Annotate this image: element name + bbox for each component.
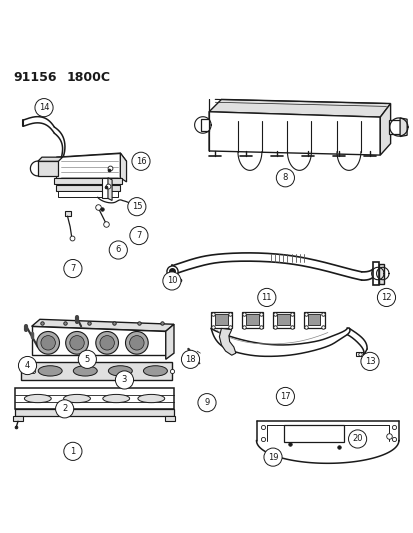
Polygon shape [303,312,324,328]
Text: 8: 8 [282,173,287,182]
Polygon shape [246,314,258,325]
Polygon shape [21,362,171,380]
Text: 11: 11 [261,293,271,302]
Text: 2: 2 [62,405,67,414]
Circle shape [55,400,74,418]
Text: 18: 18 [185,355,195,364]
Text: 6: 6 [115,246,121,254]
Ellipse shape [108,366,132,376]
Polygon shape [13,416,23,421]
Circle shape [377,288,394,306]
Text: 91156: 91156 [13,70,57,84]
Polygon shape [38,161,58,176]
Polygon shape [211,312,231,328]
Ellipse shape [70,336,84,350]
Text: 13: 13 [364,357,375,366]
Text: 1: 1 [70,447,75,456]
Circle shape [64,260,82,278]
Polygon shape [219,328,235,355]
Text: 17: 17 [280,392,290,401]
Ellipse shape [102,394,129,402]
Circle shape [181,350,199,368]
Polygon shape [389,120,399,134]
Circle shape [130,227,147,245]
Circle shape [35,99,53,117]
Polygon shape [15,388,173,409]
Polygon shape [31,319,173,332]
Polygon shape [15,409,173,416]
Circle shape [197,393,216,411]
Polygon shape [164,416,174,421]
Ellipse shape [100,336,114,350]
Polygon shape [58,191,118,197]
Circle shape [128,198,145,216]
Text: 3: 3 [121,375,127,384]
Polygon shape [242,312,262,328]
Circle shape [64,442,82,461]
Polygon shape [379,264,384,284]
Text: 14: 14 [39,103,49,112]
Polygon shape [108,178,112,200]
Circle shape [257,288,275,306]
Ellipse shape [95,332,118,354]
Circle shape [78,350,96,368]
Circle shape [275,169,294,187]
Polygon shape [54,178,122,184]
Text: 19: 19 [267,453,278,462]
Ellipse shape [129,336,144,350]
Text: 9: 9 [204,398,209,407]
Polygon shape [64,211,71,216]
Circle shape [132,152,150,171]
Text: 7: 7 [70,264,76,273]
Text: 15: 15 [131,202,142,211]
Polygon shape [373,262,379,285]
Circle shape [162,272,180,290]
Ellipse shape [143,366,167,376]
Text: 4: 4 [25,361,30,370]
Polygon shape [56,185,120,191]
Ellipse shape [37,332,59,354]
Polygon shape [380,103,390,155]
Ellipse shape [66,332,88,354]
Ellipse shape [64,394,90,402]
Circle shape [115,371,133,389]
Polygon shape [307,314,320,325]
Ellipse shape [125,332,148,354]
Circle shape [263,448,281,466]
Polygon shape [165,324,173,359]
Circle shape [19,357,36,375]
Text: 5: 5 [85,355,90,364]
Ellipse shape [138,394,164,402]
Polygon shape [272,312,293,328]
Polygon shape [200,119,209,131]
Ellipse shape [38,366,62,376]
Ellipse shape [41,336,55,350]
Text: 12: 12 [380,293,391,302]
Circle shape [275,387,294,406]
Circle shape [348,430,366,448]
Text: 16: 16 [135,157,146,166]
Polygon shape [209,99,390,117]
Text: 10: 10 [166,277,177,286]
Text: 1800C: 1800C [66,70,110,84]
Polygon shape [356,352,362,357]
Polygon shape [399,118,406,136]
Polygon shape [209,112,380,155]
Circle shape [109,241,127,259]
Text: 20: 20 [351,434,362,443]
Polygon shape [276,314,289,325]
Polygon shape [31,326,165,355]
Polygon shape [120,153,126,182]
Polygon shape [215,314,227,325]
Circle shape [360,352,378,370]
Ellipse shape [73,366,97,376]
Polygon shape [38,157,62,161]
Polygon shape [284,425,343,442]
Polygon shape [56,153,126,165]
Text: 7: 7 [136,231,141,240]
Polygon shape [56,153,120,178]
Ellipse shape [24,394,51,402]
Polygon shape [102,178,108,198]
